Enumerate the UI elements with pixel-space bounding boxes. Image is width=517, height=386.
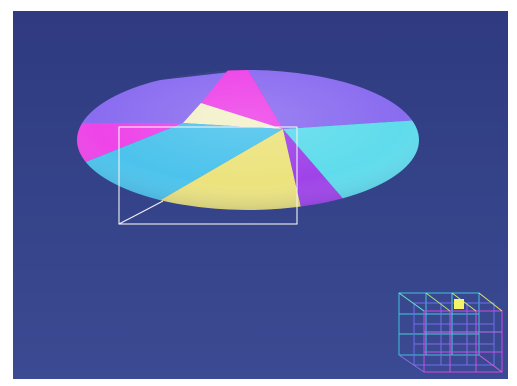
nav-cube-highlight[interactable]	[454, 299, 464, 309]
3d-viewport[interactable]	[13, 11, 508, 379]
navigation-cube-icon[interactable]	[394, 288, 506, 376]
selection-box[interactable]	[118, 126, 298, 225]
pie-shading	[77, 70, 419, 210]
pie-scene[interactable]	[13, 11, 508, 379]
